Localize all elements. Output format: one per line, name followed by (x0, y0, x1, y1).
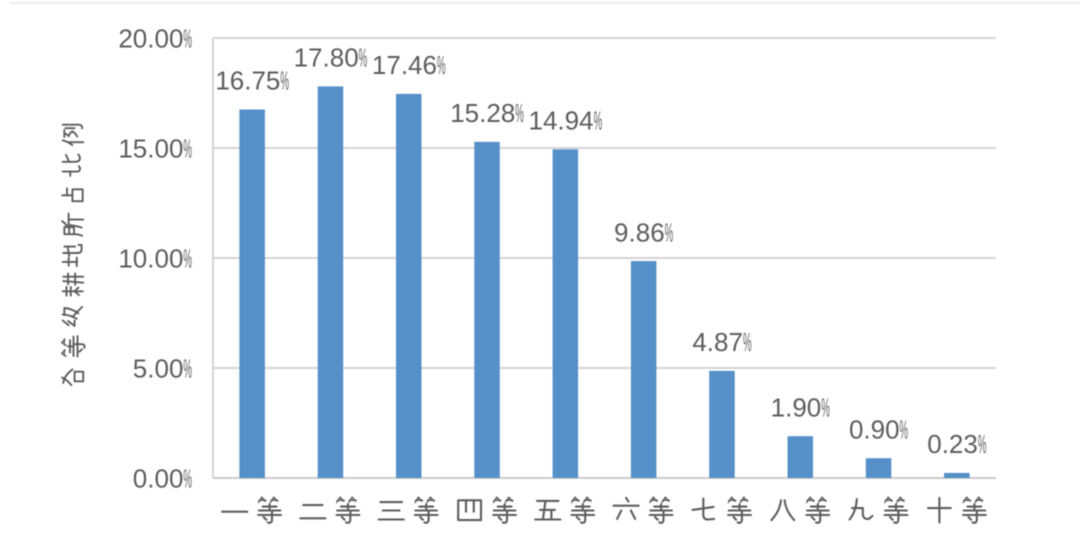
svg-text:%: % (280, 66, 289, 96)
svg-text:15.28: 15.28 (450, 98, 515, 128)
svg-text:0.90: 0.90 (849, 414, 900, 444)
svg-text:%: % (978, 429, 987, 459)
svg-text:15.00: 15.00 (118, 134, 183, 164)
svg-text:10.00: 10.00 (118, 244, 183, 274)
svg-text:%: % (743, 327, 752, 357)
svg-text:%: % (183, 464, 192, 494)
svg-text:4.87: 4.87 (692, 327, 743, 357)
svg-text:16.75: 16.75 (215, 66, 280, 96)
svg-text:%: % (183, 24, 192, 54)
svg-text:%: % (515, 98, 524, 128)
svg-text:%: % (183, 244, 192, 274)
svg-text:%: % (183, 354, 192, 384)
svg-text:9.86: 9.86 (614, 217, 665, 247)
svg-text:0.23: 0.23 (927, 429, 978, 459)
svg-text:1.90: 1.90 (771, 392, 822, 422)
svg-text:%: % (183, 134, 192, 164)
svg-text:17.80: 17.80 (294, 43, 359, 73)
svg-text:%: % (359, 43, 368, 73)
svg-text:17.46: 17.46 (372, 50, 437, 80)
svg-text:%: % (665, 217, 674, 247)
svg-text:%: % (594, 106, 603, 136)
svg-text:0.00: 0.00 (133, 464, 184, 494)
svg-text:20.00: 20.00 (118, 24, 183, 54)
svg-text:%: % (900, 414, 909, 444)
svg-text:%: % (437, 50, 446, 80)
svg-text:5.00: 5.00 (133, 354, 184, 384)
svg-text:%: % (821, 392, 830, 422)
svg-text:14.94: 14.94 (529, 106, 594, 136)
